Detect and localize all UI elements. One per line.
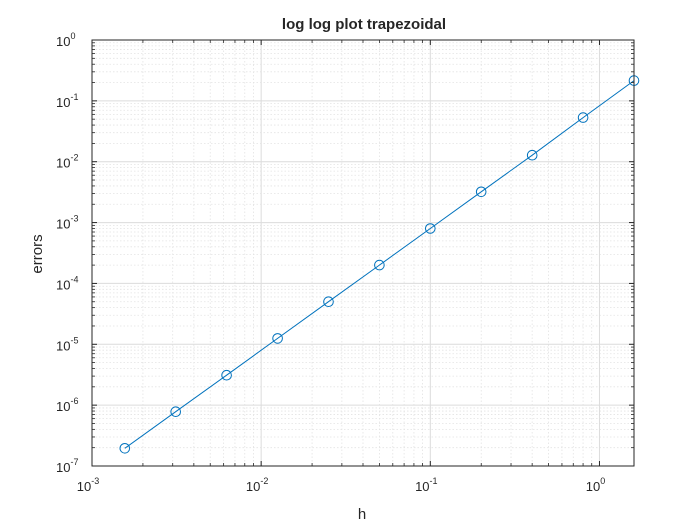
x-tick-label: 10-1: [415, 476, 437, 494]
data-point: [272, 333, 283, 344]
y-tick-label: 10-5: [56, 335, 78, 353]
data-point: [475, 186, 487, 198]
y-tick-label: 10-6: [56, 396, 78, 414]
data-point: [526, 149, 538, 161]
series-errors: [119, 75, 640, 454]
x-tick-labels: 10-3 10-2 10-1 100: [77, 476, 605, 494]
data-point: [374, 259, 385, 271]
y-tick-label: 10-3: [56, 214, 78, 232]
series-line: [124, 80, 635, 449]
y-tick-label: 10-1: [56, 92, 78, 110]
y-tick-label: 10-2: [56, 153, 78, 171]
y-tick-label: 100: [56, 31, 75, 49]
data-point: [170, 406, 181, 418]
y-tick-labels: 10-7 10-6 10-5 10-4 10-3 10-2 10-1 100: [56, 31, 78, 475]
y-tick-label: 10-7: [56, 457, 78, 475]
data-point: [425, 223, 436, 234]
data-point: [577, 112, 589, 123]
x-axis-label: h: [358, 506, 366, 523]
data-point: [119, 443, 131, 454]
chart-title: log log plot trapezoidal: [282, 16, 446, 33]
x-tick-label: 10-3: [77, 476, 99, 494]
data-point: [221, 369, 232, 381]
y-tick-label: 10-4: [56, 274, 78, 292]
minor-grid: [92, 40, 634, 466]
tick-marks: [91, 39, 634, 467]
data-point: [323, 296, 334, 308]
x-tick-label: 100: [586, 476, 605, 494]
x-tick-label: 10-2: [246, 476, 268, 494]
y-axis-label: errors: [29, 234, 46, 273]
